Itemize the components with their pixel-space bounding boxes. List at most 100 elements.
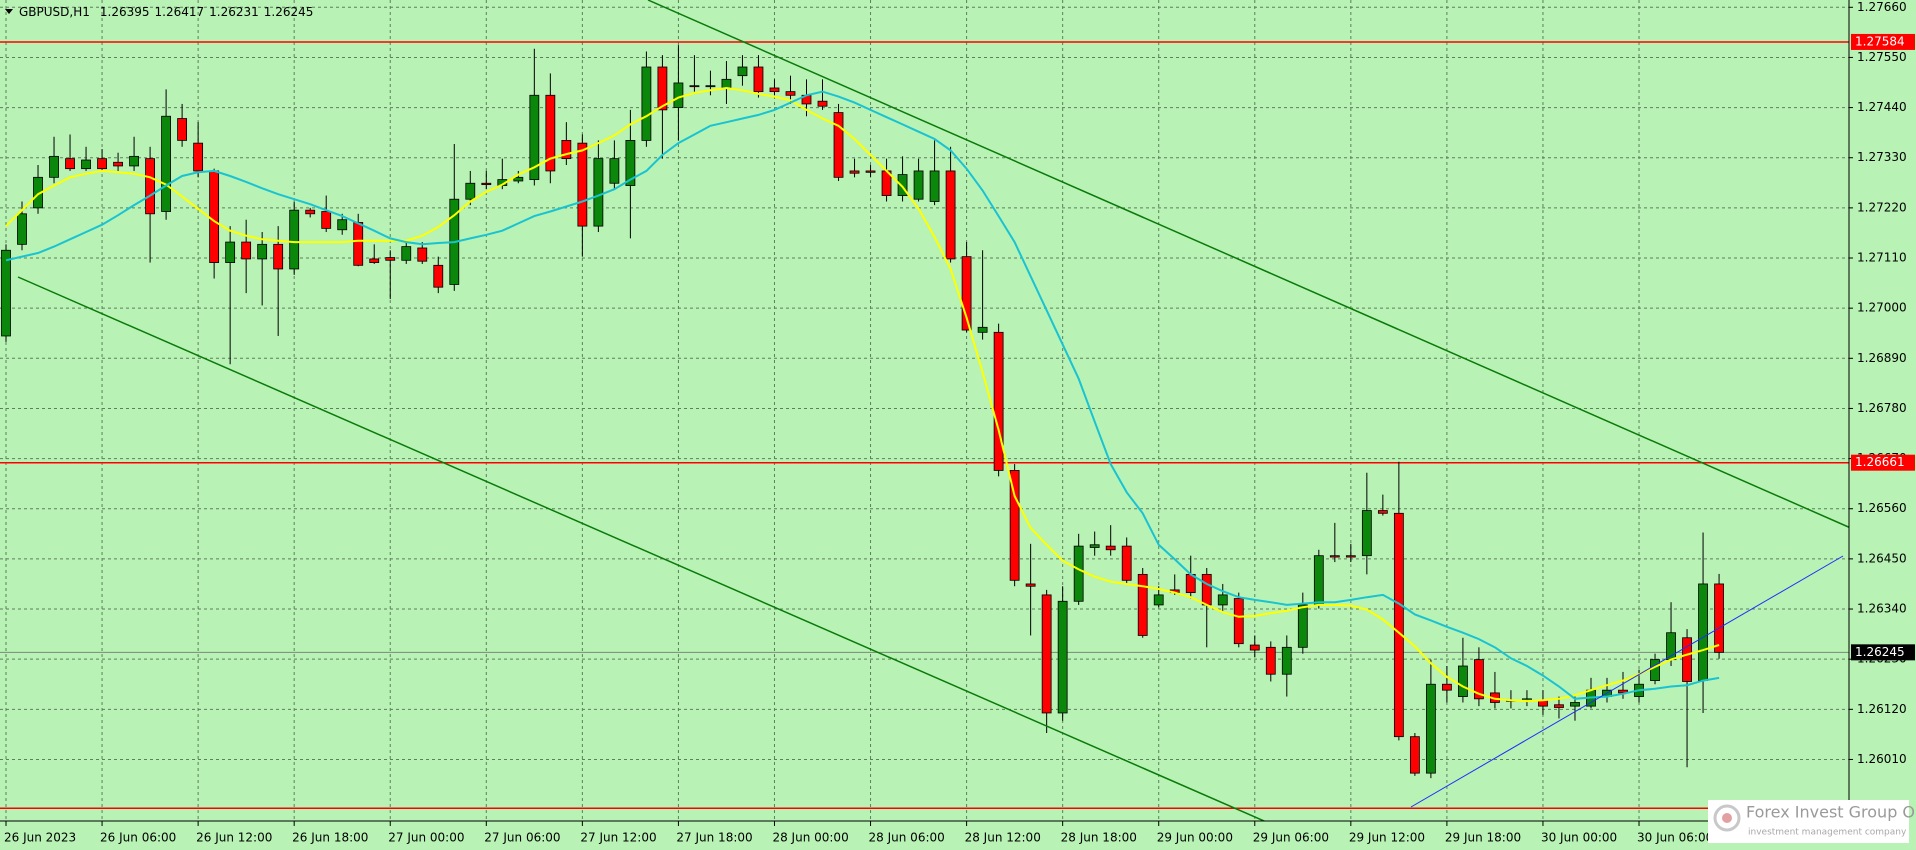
candle-body bbox=[945, 170, 956, 260]
candle-body bbox=[641, 66, 652, 141]
candle-body bbox=[1041, 594, 1052, 714]
watermark: Forex Invest Group OU investment managem… bbox=[1708, 800, 1916, 843]
candle-body bbox=[17, 213, 27, 245]
candle-body bbox=[385, 257, 396, 261]
trendline bbox=[1410, 555, 1844, 808]
x-tick-label: 28 Jun 18:00 bbox=[1061, 831, 1137, 845]
candle-body bbox=[1409, 736, 1420, 774]
candle-body bbox=[225, 241, 236, 263]
candle-body bbox=[209, 170, 220, 263]
y-tick-label: 1.26780 bbox=[1857, 401, 1907, 415]
x-tick-label: 26 Jun 2023 bbox=[4, 831, 76, 845]
candle-body bbox=[1025, 583, 1036, 587]
x-tick-label: 29 Jun 00:00 bbox=[1157, 831, 1233, 845]
candle-body bbox=[337, 219, 348, 231]
candle-body bbox=[49, 155, 59, 178]
indicator-lines bbox=[5, 86, 1720, 703]
y-tick-label: 1.26120 bbox=[1857, 702, 1907, 716]
level-label: 1.27584 bbox=[1855, 34, 1905, 48]
indicator-line bbox=[5, 86, 1720, 703]
grid bbox=[0, 0, 1849, 821]
candle-body bbox=[1650, 659, 1660, 681]
candle-body bbox=[1442, 683, 1452, 691]
y-tick-label: 1.27330 bbox=[1857, 150, 1907, 164]
candle-body bbox=[737, 66, 748, 77]
current-price-label: 1.26245 bbox=[1855, 645, 1905, 659]
header-high: 1.26417 bbox=[155, 5, 205, 19]
x-tick-label: 29 Jun 18:00 bbox=[1445, 831, 1521, 845]
levels bbox=[0, 41, 1849, 809]
candle-body bbox=[129, 155, 139, 167]
trendline bbox=[17, 276, 1267, 821]
candle-body bbox=[545, 94, 556, 172]
candle-body bbox=[625, 140, 636, 186]
trendline bbox=[647, 0, 1849, 529]
level-label-box bbox=[1851, 454, 1915, 471]
candle-body bbox=[721, 78, 732, 89]
symbol: GBPUSD,H1 bbox=[19, 5, 90, 19]
x-tick-label: 30 Jun 06:00 bbox=[1637, 831, 1713, 845]
watermark-box bbox=[1708, 800, 1909, 843]
candle-body bbox=[1345, 555, 1356, 558]
candle-body bbox=[1281, 646, 1292, 675]
candle-body bbox=[145, 158, 155, 215]
candle-body bbox=[1393, 512, 1404, 738]
x-tick-label: 26 Jun 06:00 bbox=[100, 831, 176, 845]
candle-body bbox=[1297, 604, 1308, 648]
candle-body bbox=[593, 158, 604, 227]
candle-body bbox=[1009, 470, 1020, 581]
candle-body bbox=[753, 66, 764, 93]
candle-body bbox=[833, 112, 844, 178]
candle-body bbox=[417, 247, 428, 262]
candle-body bbox=[273, 243, 284, 270]
candle-body bbox=[609, 158, 620, 184]
candle-body bbox=[1377, 510, 1388, 514]
y-tick-label: 1.26890 bbox=[1857, 351, 1907, 365]
candle-body bbox=[513, 176, 524, 182]
watermark-subtitle: investment management company bbox=[1748, 828, 1907, 838]
candle-body bbox=[1361, 510, 1372, 557]
candle-body bbox=[817, 100, 828, 107]
candle-body bbox=[1425, 683, 1436, 774]
candle-body bbox=[241, 241, 252, 260]
candle-body bbox=[689, 85, 700, 88]
level-label-box bbox=[1851, 33, 1915, 50]
candle-body bbox=[1570, 702, 1580, 707]
y-tick-label: 1.27550 bbox=[1857, 50, 1907, 64]
y-tick-label: 1.27000 bbox=[1857, 301, 1907, 315]
candle-body bbox=[849, 170, 860, 174]
candle-body bbox=[305, 209, 316, 215]
candle-body bbox=[1233, 598, 1244, 645]
candle-body bbox=[177, 118, 188, 141]
y-tick-label: 1.27110 bbox=[1857, 251, 1907, 265]
x-tick-label: 27 Jun 18:00 bbox=[676, 831, 752, 845]
candle-body bbox=[321, 211, 332, 229]
header-open: 1.26395 bbox=[100, 5, 150, 19]
x-tick-label: 29 Jun 12:00 bbox=[1349, 831, 1425, 845]
candle-body bbox=[929, 170, 940, 202]
x-tick-label: 28 Jun 06:00 bbox=[869, 831, 945, 845]
candle-body bbox=[1458, 665, 1468, 697]
candle-body bbox=[1057, 600, 1068, 714]
candle-body bbox=[1121, 545, 1132, 581]
candle-body bbox=[1265, 646, 1276, 675]
candle-body bbox=[1313, 555, 1324, 606]
indicator-line bbox=[5, 90, 1720, 700]
candle-body bbox=[401, 246, 412, 261]
candle-body bbox=[1249, 644, 1260, 651]
price-labels: 1.27584 1.26661 1.26245 bbox=[1851, 33, 1915, 661]
candle-body bbox=[465, 182, 476, 200]
candle-body bbox=[993, 331, 1004, 471]
candle-body bbox=[673, 82, 684, 108]
watermark-logo bbox=[1713, 804, 1741, 832]
x-tick-label: 30 Jun 00:00 bbox=[1541, 831, 1617, 845]
y-tick-label: 1.26340 bbox=[1857, 602, 1907, 616]
candle-body bbox=[705, 85, 716, 88]
y-tick-label: 1.27440 bbox=[1857, 100, 1907, 114]
y-tick-label: 1.26010 bbox=[1857, 752, 1907, 766]
watermark-logo-dot bbox=[1722, 813, 1732, 823]
header-close: 1.26245 bbox=[264, 5, 314, 19]
candle-body bbox=[785, 91, 796, 96]
